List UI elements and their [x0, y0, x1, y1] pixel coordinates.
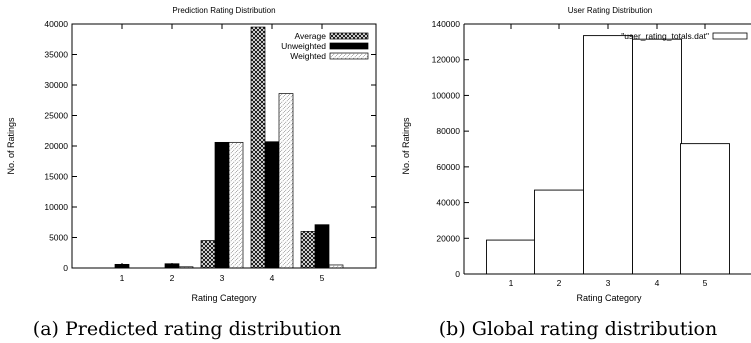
global-rating-chart: User Rating Distribution Rating Category… [401, 6, 751, 340]
bar-unweighted-1 [114, 263, 130, 269]
chart-b-ytick-label: 60000 [436, 162, 460, 172]
chart-a-frame [71, 23, 377, 269]
chart-b-ytick-label: 20000 [436, 233, 460, 243]
chart-b-legend: "user_rating_totals.dat" [621, 31, 748, 41]
chart-a-ytick-label: 15000 [44, 172, 68, 182]
chart-a-ytick-label: 30000 [44, 80, 68, 90]
chart-b-ytick-label: 140000 [432, 19, 461, 29]
bar-user-rating-2 [534, 189, 584, 275]
chart-b-bars [486, 35, 730, 275]
chart-a-bars [114, 26, 344, 269]
chart-a-ytick-label: 35000 [44, 50, 68, 60]
bar-user-rating-5 [680, 143, 730, 275]
chart-a-ytick-label: 25000 [44, 111, 68, 121]
chart-a-ytick-label: 5000 [49, 233, 68, 243]
chart-a-ylabel: No. of Ratings [6, 117, 16, 175]
chart-a-xtick-label: 2 [170, 273, 175, 283]
chart-b-ytick-label: 80000 [436, 126, 460, 136]
bar-user-rating-4 [632, 38, 682, 275]
bar-user-rating-3 [583, 35, 633, 275]
legend-label-weighted: Weighted [290, 51, 326, 61]
legend-label-average: Average [294, 31, 326, 41]
chart-a-ytick-label: 0 [63, 263, 68, 273]
chart-b-ylabel: No. of Ratings [401, 117, 411, 175]
bar-user-rating-1 [486, 239, 536, 275]
legend-swatch-unweighted [329, 42, 369, 50]
bar-unweighted-5 [314, 224, 330, 269]
legend-label-unweighted: Unweighted [281, 41, 326, 51]
chart-b-title: User Rating Distribution [568, 6, 652, 15]
chart-a-xlabel: Rating Category [191, 293, 257, 303]
bar-weighted-4 [278, 93, 294, 269]
chart-a-xtick-label: 4 [270, 273, 275, 283]
bar-average-4 [250, 26, 266, 269]
chart-b-ytick-label: 100000 [432, 90, 461, 100]
chart-b-xlabel: Rating Category [576, 293, 642, 303]
legend-swatch-user-rating-totals [712, 32, 748, 40]
chart-b-frame [463, 23, 751, 275]
predicted-rating-chart: Prediction Rating Distribution Rating Ca… [6, 6, 377, 340]
chart-a-ytick-label: 20000 [44, 141, 68, 151]
bar-weighted-3 [228, 141, 244, 269]
chart-a-xtick-label: 1 [120, 273, 125, 283]
chart-b-caption: (b) Global rating distribution [439, 318, 717, 340]
legend-label-user-rating-totals: "user_rating_totals.dat" [621, 31, 709, 41]
chart-a-caption: (a) Predicted rating distribution [33, 318, 341, 340]
chart-a-ytick-label: 40000 [44, 19, 68, 29]
bar-unweighted-3 [214, 141, 230, 269]
legend-swatch-weighted [329, 52, 369, 60]
chart-b-xtick-label: 5 [703, 278, 708, 288]
legend-swatch-average [329, 32, 369, 40]
bar-unweighted-4 [264, 141, 280, 269]
chart-b-ytick-label: 40000 [436, 198, 460, 208]
chart-b-xtick-label: 1 [509, 278, 514, 288]
chart-b-xtick-label: 4 [655, 278, 660, 288]
chart-b-xtick-label: 2 [557, 278, 562, 288]
chart-a-ytick-label: 10000 [44, 202, 68, 212]
bar-average-3 [200, 240, 216, 269]
bar-average-5 [300, 231, 316, 269]
chart-a-xtick-label: 3 [220, 273, 225, 283]
chart-b-ytick-label: 120000 [432, 55, 461, 65]
chart-a-title: Prediction Rating Distribution [172, 6, 275, 15]
chart-b-ytick-label: 0 [455, 269, 460, 279]
chart-b-xtick-label: 3 [606, 278, 611, 288]
chart-a-xtick-label: 5 [320, 273, 325, 283]
bar-unweighted-2 [164, 263, 180, 269]
